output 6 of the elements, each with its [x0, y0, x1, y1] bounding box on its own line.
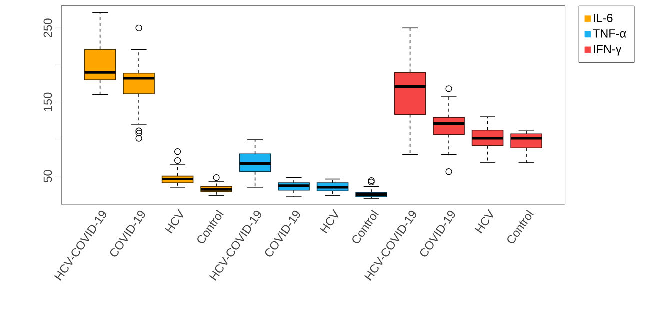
y-tick-label: 150 [44, 92, 52, 112]
legend-label: IFN-γ [594, 45, 622, 56]
legend-label: IL-6 [594, 14, 613, 22]
y-tick-label: 50 [44, 170, 52, 182]
legend-label: TNF-α [593, 30, 626, 38]
y-tick-label: 250 [44, 18, 52, 38]
